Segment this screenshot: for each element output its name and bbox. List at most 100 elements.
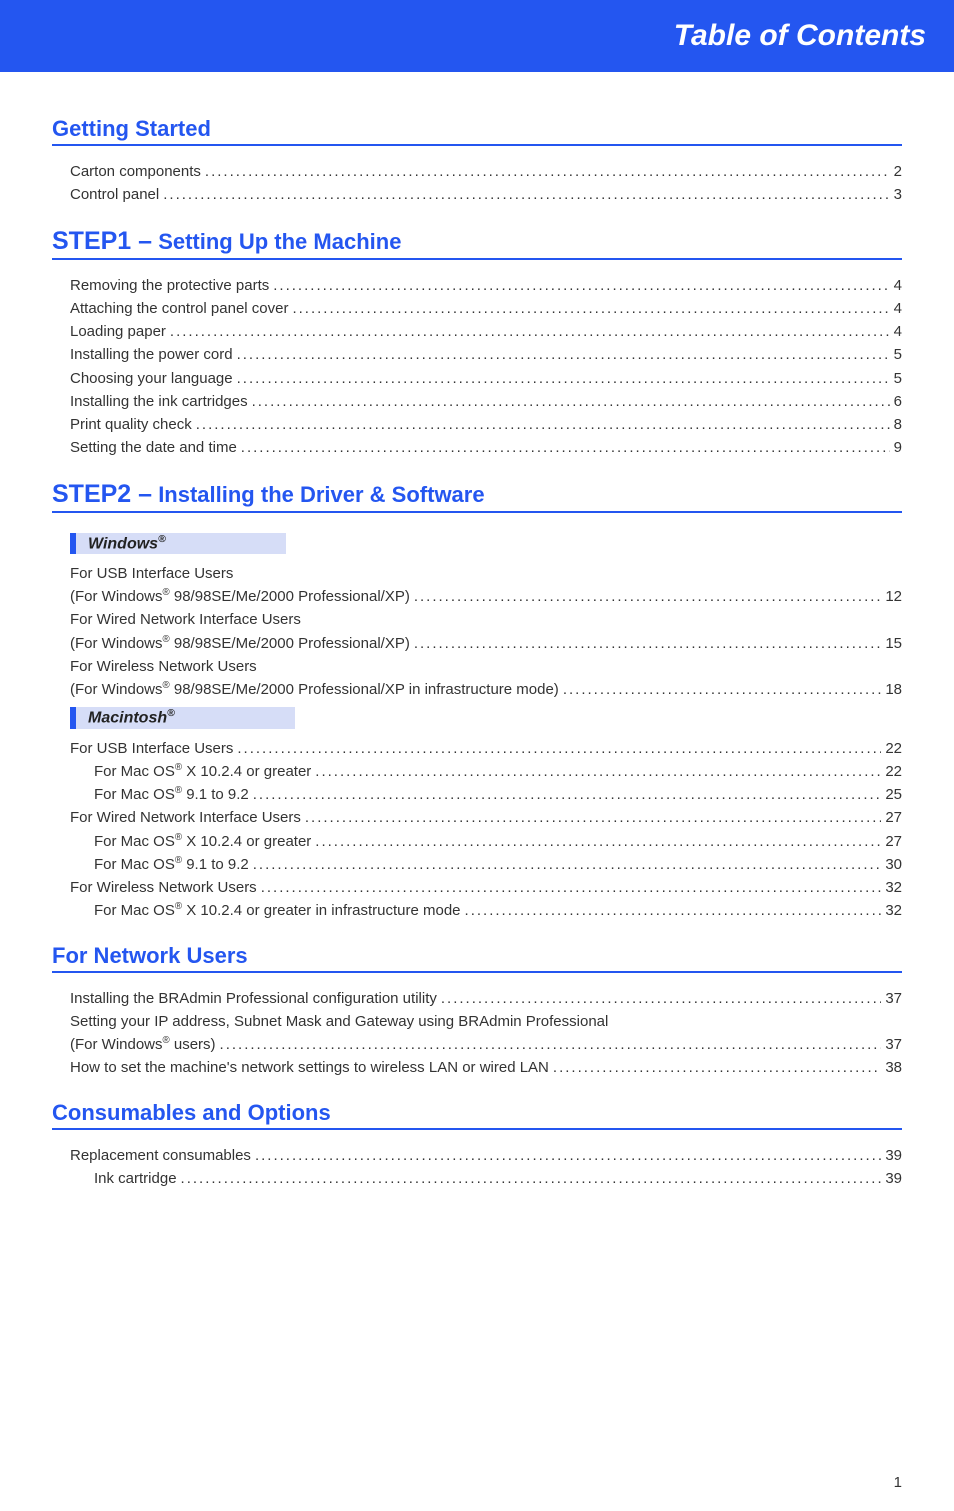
toc-entry[interactable]: (For Windows® 98/98SE/Me/2000 Profession… [70, 632, 902, 655]
toc-entry[interactable]: Removing the protective parts4 [70, 274, 902, 297]
section-heading[interactable]: STEP1 – Setting Up the Machine [52, 227, 902, 260]
toc-entry[interactable]: For Mac OS® X 10.2.4 or greater22 [70, 760, 902, 783]
toc-page: 25 [881, 783, 902, 806]
toc-entry[interactable]: For Mac OS® 9.1 to 9.225 [70, 783, 902, 806]
leader-dots [159, 183, 889, 206]
leader-dots [233, 737, 881, 760]
toc-content: Getting Started Carton components2Control… [0, 72, 954, 1214]
toc-entry[interactable]: Installing the power cord5 [70, 343, 902, 366]
leader-dots [192, 413, 890, 436]
toc-entry[interactable]: For Mac OS® 9.1 to 9.230 [70, 853, 902, 876]
toc-page: 6 [890, 390, 902, 413]
toc-entry[interactable]: Replacement consumables39 [70, 1144, 902, 1167]
section-heading[interactable]: Getting Started [52, 116, 902, 146]
toc-page: 5 [890, 367, 902, 390]
toc-page: 3 [890, 183, 902, 206]
toc-entry[interactable]: For USB Interface Users22 [70, 737, 902, 760]
toc-entry[interactable]: For Mac OS® X 10.2.4 or greater in infra… [70, 899, 902, 922]
step-prefix: STEP1 – [52, 227, 152, 255]
leader-dots [288, 297, 889, 320]
toc-page: 37 [881, 987, 902, 1010]
toc-entry[interactable]: Installing the ink cartridges6 [70, 390, 902, 413]
toc-entry-prefix[interactable]: Setting your IP address, Subnet Mask and… [70, 1010, 902, 1033]
leader-dots [549, 1056, 881, 1079]
toc-page: 4 [890, 297, 902, 320]
toc-page: 38 [881, 1056, 902, 1079]
toc-page: 27 [881, 806, 902, 829]
toc-entry[interactable]: (For Windows® 98/98SE/Me/2000 Profession… [70, 678, 902, 701]
toc-page: 4 [890, 274, 902, 297]
toc-page: 32 [881, 899, 902, 922]
toc-entry[interactable]: Ink cartridge39 [70, 1167, 902, 1190]
toc-entry-prefix[interactable]: For USB Interface Users [70, 562, 902, 585]
toc-entry[interactable]: Setting the date and time9 [70, 436, 902, 459]
leader-dots [311, 760, 881, 783]
section-title: Setting Up the Machine [158, 229, 401, 254]
platform-subheading: Macintosh® [70, 707, 295, 728]
leader-dots [301, 806, 881, 829]
toc-entries: Replacement consumables39Ink cartridge39 [70, 1144, 902, 1191]
leader-dots [177, 1167, 882, 1190]
title-banner: Table of Contents [0, 0, 954, 72]
leader-dots [166, 320, 890, 343]
section-heading[interactable]: Consumables and Options [52, 1100, 902, 1130]
step-prefix: STEP2 – [52, 480, 152, 508]
leader-dots [437, 987, 881, 1010]
section-title: Getting Started [52, 116, 211, 141]
toc-page: 18 [881, 678, 902, 701]
toc-entry[interactable]: Carton components2 [70, 160, 902, 183]
toc-page: 4 [890, 320, 902, 343]
toc-page: 5 [890, 343, 902, 366]
leader-dots [201, 160, 890, 183]
toc-page: 8 [890, 413, 902, 436]
toc-entry[interactable]: Print quality check8 [70, 413, 902, 436]
leader-dots [233, 343, 890, 366]
toc-entry[interactable]: For Wired Network Interface Users27 [70, 806, 902, 829]
toc-entry[interactable]: For Wireless Network Users32 [70, 876, 902, 899]
section-title: Installing the Driver & Software [158, 482, 484, 507]
section-heading[interactable]: For Network Users [52, 943, 902, 973]
leader-dots [249, 783, 882, 806]
toc-entry-prefix[interactable]: For Wired Network Interface Users [70, 608, 902, 631]
leader-dots [233, 367, 890, 390]
section-heading[interactable]: STEP2 – Installing the Driver & Software [52, 480, 902, 513]
leader-dots [257, 876, 882, 899]
toc-page: 9 [890, 436, 902, 459]
leader-dots [249, 853, 882, 876]
toc-page: 22 [881, 737, 902, 760]
section-title: For Network Users [52, 943, 248, 968]
toc-entries: Carton components2Control panel3 [70, 160, 902, 207]
toc-page: 39 [881, 1167, 902, 1190]
toc-page: 15 [881, 632, 902, 655]
leader-dots [410, 585, 881, 608]
toc-entry[interactable]: Control panel3 [70, 183, 902, 206]
toc-entries: For USB Interface Users22For Mac OS® X 1… [70, 737, 902, 923]
leader-dots [237, 436, 890, 459]
toc-entry[interactable]: Choosing your language5 [70, 367, 902, 390]
toc-page: 27 [881, 830, 902, 853]
toc-entry[interactable]: (For Windows® users)37 [70, 1033, 902, 1056]
toc-entry[interactable]: How to set the machine's network setting… [70, 1056, 902, 1079]
toc-entries: For USB Interface Users(For Windows® 98/… [70, 562, 902, 702]
toc-entries: Installing the BRAdmin Professional conf… [70, 987, 902, 1080]
leader-dots [559, 678, 882, 701]
toc-entry[interactable]: Loading paper4 [70, 320, 902, 343]
toc-page: 37 [881, 1033, 902, 1056]
banner-title: Table of Contents [674, 19, 926, 53]
toc-entry[interactable]: Installing the BRAdmin Professional conf… [70, 987, 902, 1010]
leader-dots [410, 632, 881, 655]
toc-entry[interactable]: For Mac OS® X 10.2.4 or greater27 [70, 830, 902, 853]
platform-subheading: Windows® [70, 533, 286, 554]
leader-dots [461, 899, 882, 922]
toc-page: 2 [890, 160, 902, 183]
toc-entry[interactable]: (For Windows® 98/98SE/Me/2000 Profession… [70, 585, 902, 608]
toc-page: 39 [881, 1144, 902, 1167]
leader-dots [311, 830, 881, 853]
toc-entry[interactable]: Attaching the control panel cover4 [70, 297, 902, 320]
leader-dots [216, 1033, 882, 1056]
toc-page: 30 [881, 853, 902, 876]
leader-dots [251, 1144, 881, 1167]
toc-page: 22 [881, 760, 902, 783]
toc-page: 32 [881, 876, 902, 899]
toc-entry-prefix[interactable]: For Wireless Network Users [70, 655, 902, 678]
